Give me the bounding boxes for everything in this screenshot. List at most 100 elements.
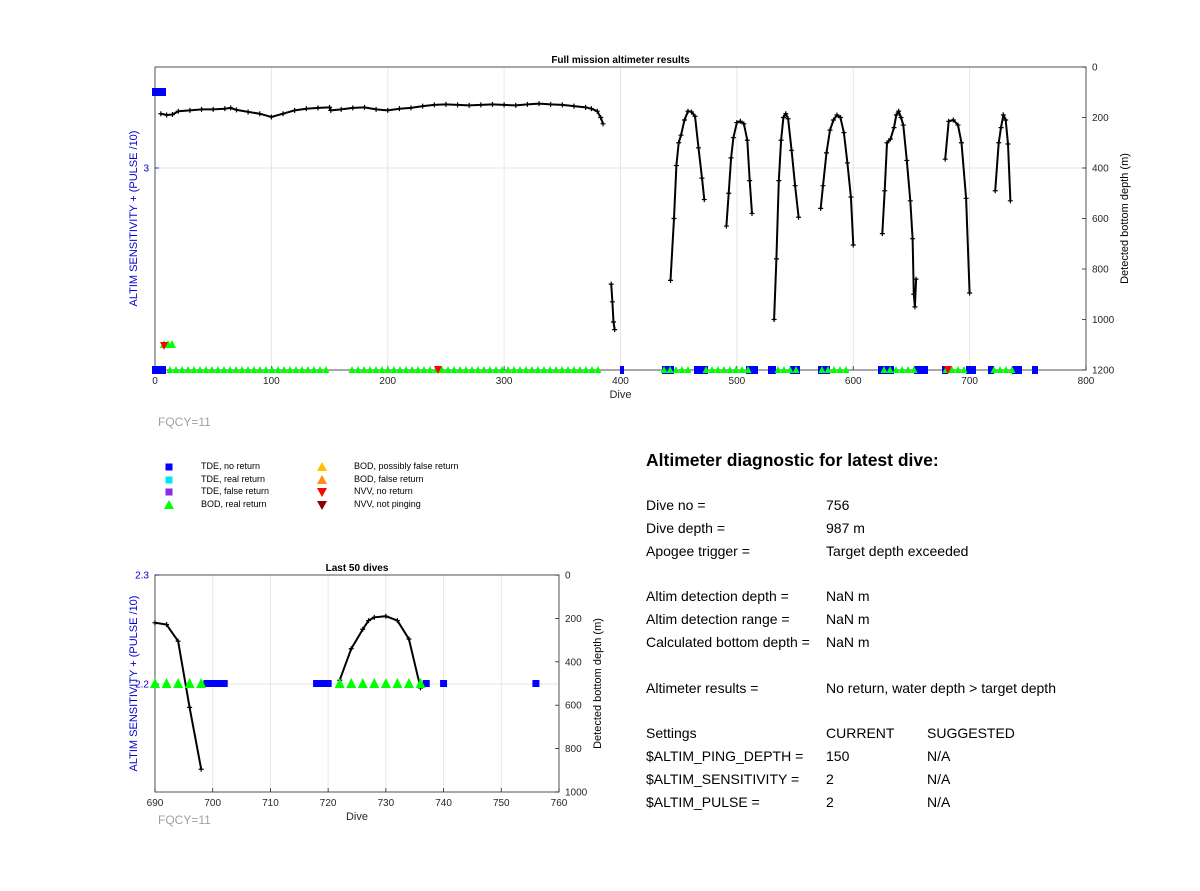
last50-depth-point (164, 621, 170, 627)
legend-marker-triangle-up (317, 475, 327, 484)
main-bod-real-return-marker (660, 366, 668, 373)
main-bod-real-return-marker (348, 366, 356, 373)
main-x-tick-label: 0 (152, 376, 158, 387)
legend-markers (164, 462, 327, 510)
main-bod-real-return-marker (516, 366, 524, 373)
main-bod-real-return-marker (498, 366, 506, 373)
main-depth-point (228, 105, 234, 111)
settings-suggested: N/A (927, 771, 951, 787)
last50-x-tick-label: 720 (320, 798, 337, 809)
main-bod-real-return-marker (558, 366, 566, 373)
main-tde-no-return-marker (620, 366, 624, 374)
main-right-y-tick-label: 600 (1092, 214, 1109, 225)
last50-bod-real-return-marker (196, 678, 207, 688)
last50-depth-point (406, 636, 412, 642)
diag-value: No return, water depth > target depth (826, 680, 1056, 696)
main-bod-real-return-marker (232, 366, 240, 373)
main-bod-real-return-marker (256, 366, 264, 373)
main-bod-real-return-marker (438, 366, 446, 373)
main-depth-point (910, 236, 916, 242)
last50-xlabel: Dive (346, 811, 368, 823)
legend-item-label: TDE, real return (201, 474, 266, 484)
main-depth-point (257, 111, 263, 117)
last50-left-y-tick-label: 2.2 (135, 680, 149, 691)
main-bod-real-return-marker (322, 366, 330, 373)
main-tde-no-return-marker (966, 366, 976, 374)
main-depth-point (443, 101, 449, 107)
fqcy-label-last50: FQCY=11 (158, 813, 211, 827)
main-right-y-tick-label: 200 (1092, 113, 1109, 124)
main-tde-no-return-marker (746, 366, 758, 374)
main-depth-point (741, 121, 747, 127)
last50-bod-real-return-marker (380, 678, 391, 688)
legend-item-label: TDE, false return (201, 486, 270, 496)
main-bod-real-return-marker (510, 366, 518, 373)
last50-bod-real-return-marker (161, 678, 172, 688)
main-bod-real-return-marker (836, 366, 844, 373)
last50-depth-point (383, 613, 389, 619)
last50-depth-point (175, 638, 181, 644)
main-depth-point (548, 101, 554, 107)
main-depth-point (734, 120, 740, 126)
main-bod-real-return-marker (414, 366, 422, 373)
main-depth-point (268, 114, 274, 120)
diag-label: Dive no = (646, 497, 706, 513)
main-depth-point (668, 277, 674, 283)
main-depth-point (850, 242, 856, 248)
main-bod-real-return-marker (310, 366, 318, 373)
main-depth-point (749, 210, 755, 216)
main-bod-real-return-marker (172, 366, 180, 373)
last50-depth-point (366, 618, 372, 624)
main-bod-real-return-marker (202, 366, 210, 373)
main-depth-point (1007, 198, 1013, 204)
main-bod-real-return-marker (948, 366, 956, 373)
main-depth-point (737, 118, 743, 124)
main-depth-point (963, 195, 969, 201)
main-depth-point (785, 116, 791, 122)
main-nvv-no-return-marker (434, 366, 442, 374)
main-depth-point (958, 140, 964, 146)
main-depth-point (998, 125, 1004, 131)
legend-item-label: NVV, no return (354, 486, 413, 496)
main-title: Full mission altimeter results (551, 55, 690, 66)
last50-bod-real-return-marker (392, 678, 403, 688)
settings-label: $ALTIM_PULSE = (646, 794, 760, 810)
main-bod-real-return-marker (824, 366, 832, 373)
main-bod-real-return-marker (830, 366, 838, 373)
main-bod-real-return-marker (462, 366, 470, 373)
main-depth-point (676, 140, 682, 146)
diag-label: Altimeter results = (646, 680, 759, 696)
main-bod-real-return-marker (702, 366, 710, 373)
main-depth-point (900, 122, 906, 128)
diag-value: NaN m (826, 588, 870, 604)
main-depth-point (776, 178, 782, 184)
main-bod-real-return-marker (304, 366, 312, 373)
main-depth-point (280, 111, 286, 117)
main-depth-point (600, 121, 606, 127)
main-depth-point (744, 137, 750, 143)
main-depth-point (682, 117, 688, 123)
main-depth-point (830, 117, 836, 123)
main-depth-point (1003, 117, 1009, 123)
main-depth-point (792, 183, 798, 189)
diag-label: Apogee trigger = (646, 543, 750, 559)
main-bod-real-return-marker (274, 366, 282, 373)
main-depth-point (408, 105, 414, 111)
main-depth-point (780, 115, 786, 120)
main-depth-point (726, 190, 732, 196)
main-depth-point (844, 160, 850, 166)
main-bod-real-return-marker (708, 366, 716, 373)
main-depth-point (164, 112, 170, 118)
main-bod-real-return-marker (184, 366, 192, 373)
main-depth-line (610, 284, 616, 330)
main-bod-real-return-marker (378, 366, 386, 373)
last50-tde-no-return-marker (313, 680, 321, 687)
last50-x-tick-label: 710 (262, 798, 279, 809)
main-bod-real-return-marker (480, 366, 488, 373)
main-bod-real-return-marker (714, 366, 722, 373)
main-depth-point (611, 319, 617, 325)
main-depth-point (837, 115, 843, 120)
diag-value: Target depth exceeded (826, 543, 969, 559)
last50-bod-real-return-marker (346, 678, 357, 688)
